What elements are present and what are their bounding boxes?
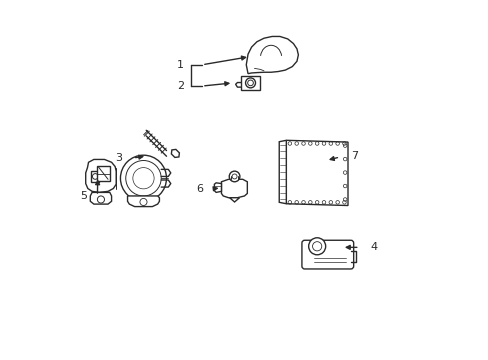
Text: 6: 6 [196,184,203,194]
Circle shape [92,174,98,179]
Polygon shape [279,140,286,204]
Text: 3: 3 [115,153,122,163]
Text: 5: 5 [80,191,86,201]
Text: 7: 7 [350,151,357,161]
Circle shape [308,238,325,255]
Circle shape [229,171,240,182]
Polygon shape [286,140,347,206]
Bar [91,171,99,182]
Circle shape [245,78,255,88]
Text: 2: 2 [177,81,184,91]
Polygon shape [90,192,111,204]
FancyBboxPatch shape [301,240,353,269]
Bar [97,166,110,181]
Polygon shape [221,179,247,198]
Polygon shape [214,183,221,192]
Circle shape [120,155,166,201]
Bar [241,76,260,90]
Text: 4: 4 [369,242,377,252]
Circle shape [125,161,161,196]
Polygon shape [229,198,239,202]
Circle shape [97,196,104,203]
Polygon shape [85,159,116,192]
Circle shape [140,198,147,206]
Polygon shape [127,196,159,207]
Text: 1: 1 [177,60,184,70]
